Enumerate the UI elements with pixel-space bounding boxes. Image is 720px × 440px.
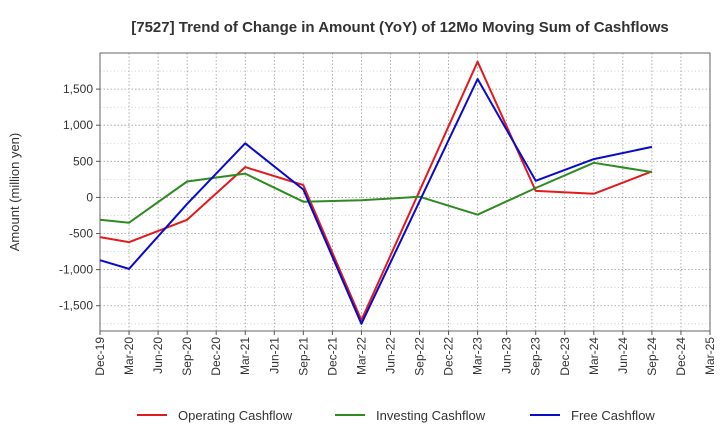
x-tick-label: Dec-21 bbox=[325, 337, 339, 376]
x-tick-label: Mar-25 bbox=[703, 337, 717, 375]
x-tick-label: Sep-24 bbox=[645, 337, 659, 376]
x-tick-label: Jun-21 bbox=[267, 337, 281, 374]
x-tick-label: Mar-20 bbox=[122, 337, 136, 375]
x-tick-label: Mar-21 bbox=[238, 337, 252, 375]
x-tick-label: Sep-23 bbox=[529, 337, 543, 376]
chart-title: [7527] Trend of Change in Amount (YoY) o… bbox=[131, 19, 669, 36]
x-tick-label: Sep-20 bbox=[180, 337, 194, 376]
y-tick-label: 500 bbox=[73, 154, 93, 168]
x-tick-label: Dec-24 bbox=[674, 337, 688, 376]
x-tick-label: Dec-20 bbox=[209, 337, 223, 376]
y-axis-ticks: -1,500 -1,000 -500 0 500 1,000 1,500 bbox=[59, 82, 100, 313]
x-tick-label: Sep-22 bbox=[413, 337, 427, 376]
x-tick-label: Dec-22 bbox=[442, 337, 456, 376]
series-line bbox=[99, 161, 653, 224]
y-tick-label: 0 bbox=[86, 190, 93, 204]
x-tick-label: Jun-20 bbox=[151, 337, 165, 374]
x-tick-label: Dec-23 bbox=[558, 337, 572, 376]
y-tick-label: 1,500 bbox=[63, 82, 93, 96]
grid bbox=[99, 53, 711, 331]
x-tick-label: Dec-19 bbox=[93, 337, 107, 376]
series-line bbox=[99, 78, 653, 325]
y-axis-label: Amount (million yen) bbox=[7, 133, 22, 252]
legend: Operating Cashflow Investing Cashflow Free… bbox=[137, 408, 655, 423]
plot-frame bbox=[99, 52, 711, 332]
x-tick-label: Mar-24 bbox=[587, 337, 601, 375]
legend-label: Operating Cashflow bbox=[178, 408, 293, 423]
y-tick-label: -500 bbox=[69, 227, 93, 241]
y-tick-label: 1,000 bbox=[63, 118, 93, 132]
legend-label: Free Cashflow bbox=[571, 408, 655, 423]
legend-label: Investing Cashflow bbox=[376, 408, 486, 423]
y-tick-label: -1,500 bbox=[59, 299, 93, 313]
x-tick-label: Jun-22 bbox=[383, 337, 397, 374]
x-tick-label: Mar-23 bbox=[471, 337, 485, 375]
x-tick-label: Jun-23 bbox=[500, 337, 514, 374]
x-tick-label: Sep-21 bbox=[296, 337, 310, 376]
x-tick-label: Mar-22 bbox=[354, 337, 368, 375]
x-axis-ticks: Dec-19 Mar-20 Jun-20 Sep-20 Dec-20 Mar-21 Jun-… bbox=[93, 331, 717, 376]
x-tick-label: Jun-24 bbox=[616, 337, 630, 374]
y-tick-label: -1,000 bbox=[59, 263, 93, 277]
series-lines bbox=[99, 60, 653, 325]
series-line bbox=[99, 60, 653, 322]
